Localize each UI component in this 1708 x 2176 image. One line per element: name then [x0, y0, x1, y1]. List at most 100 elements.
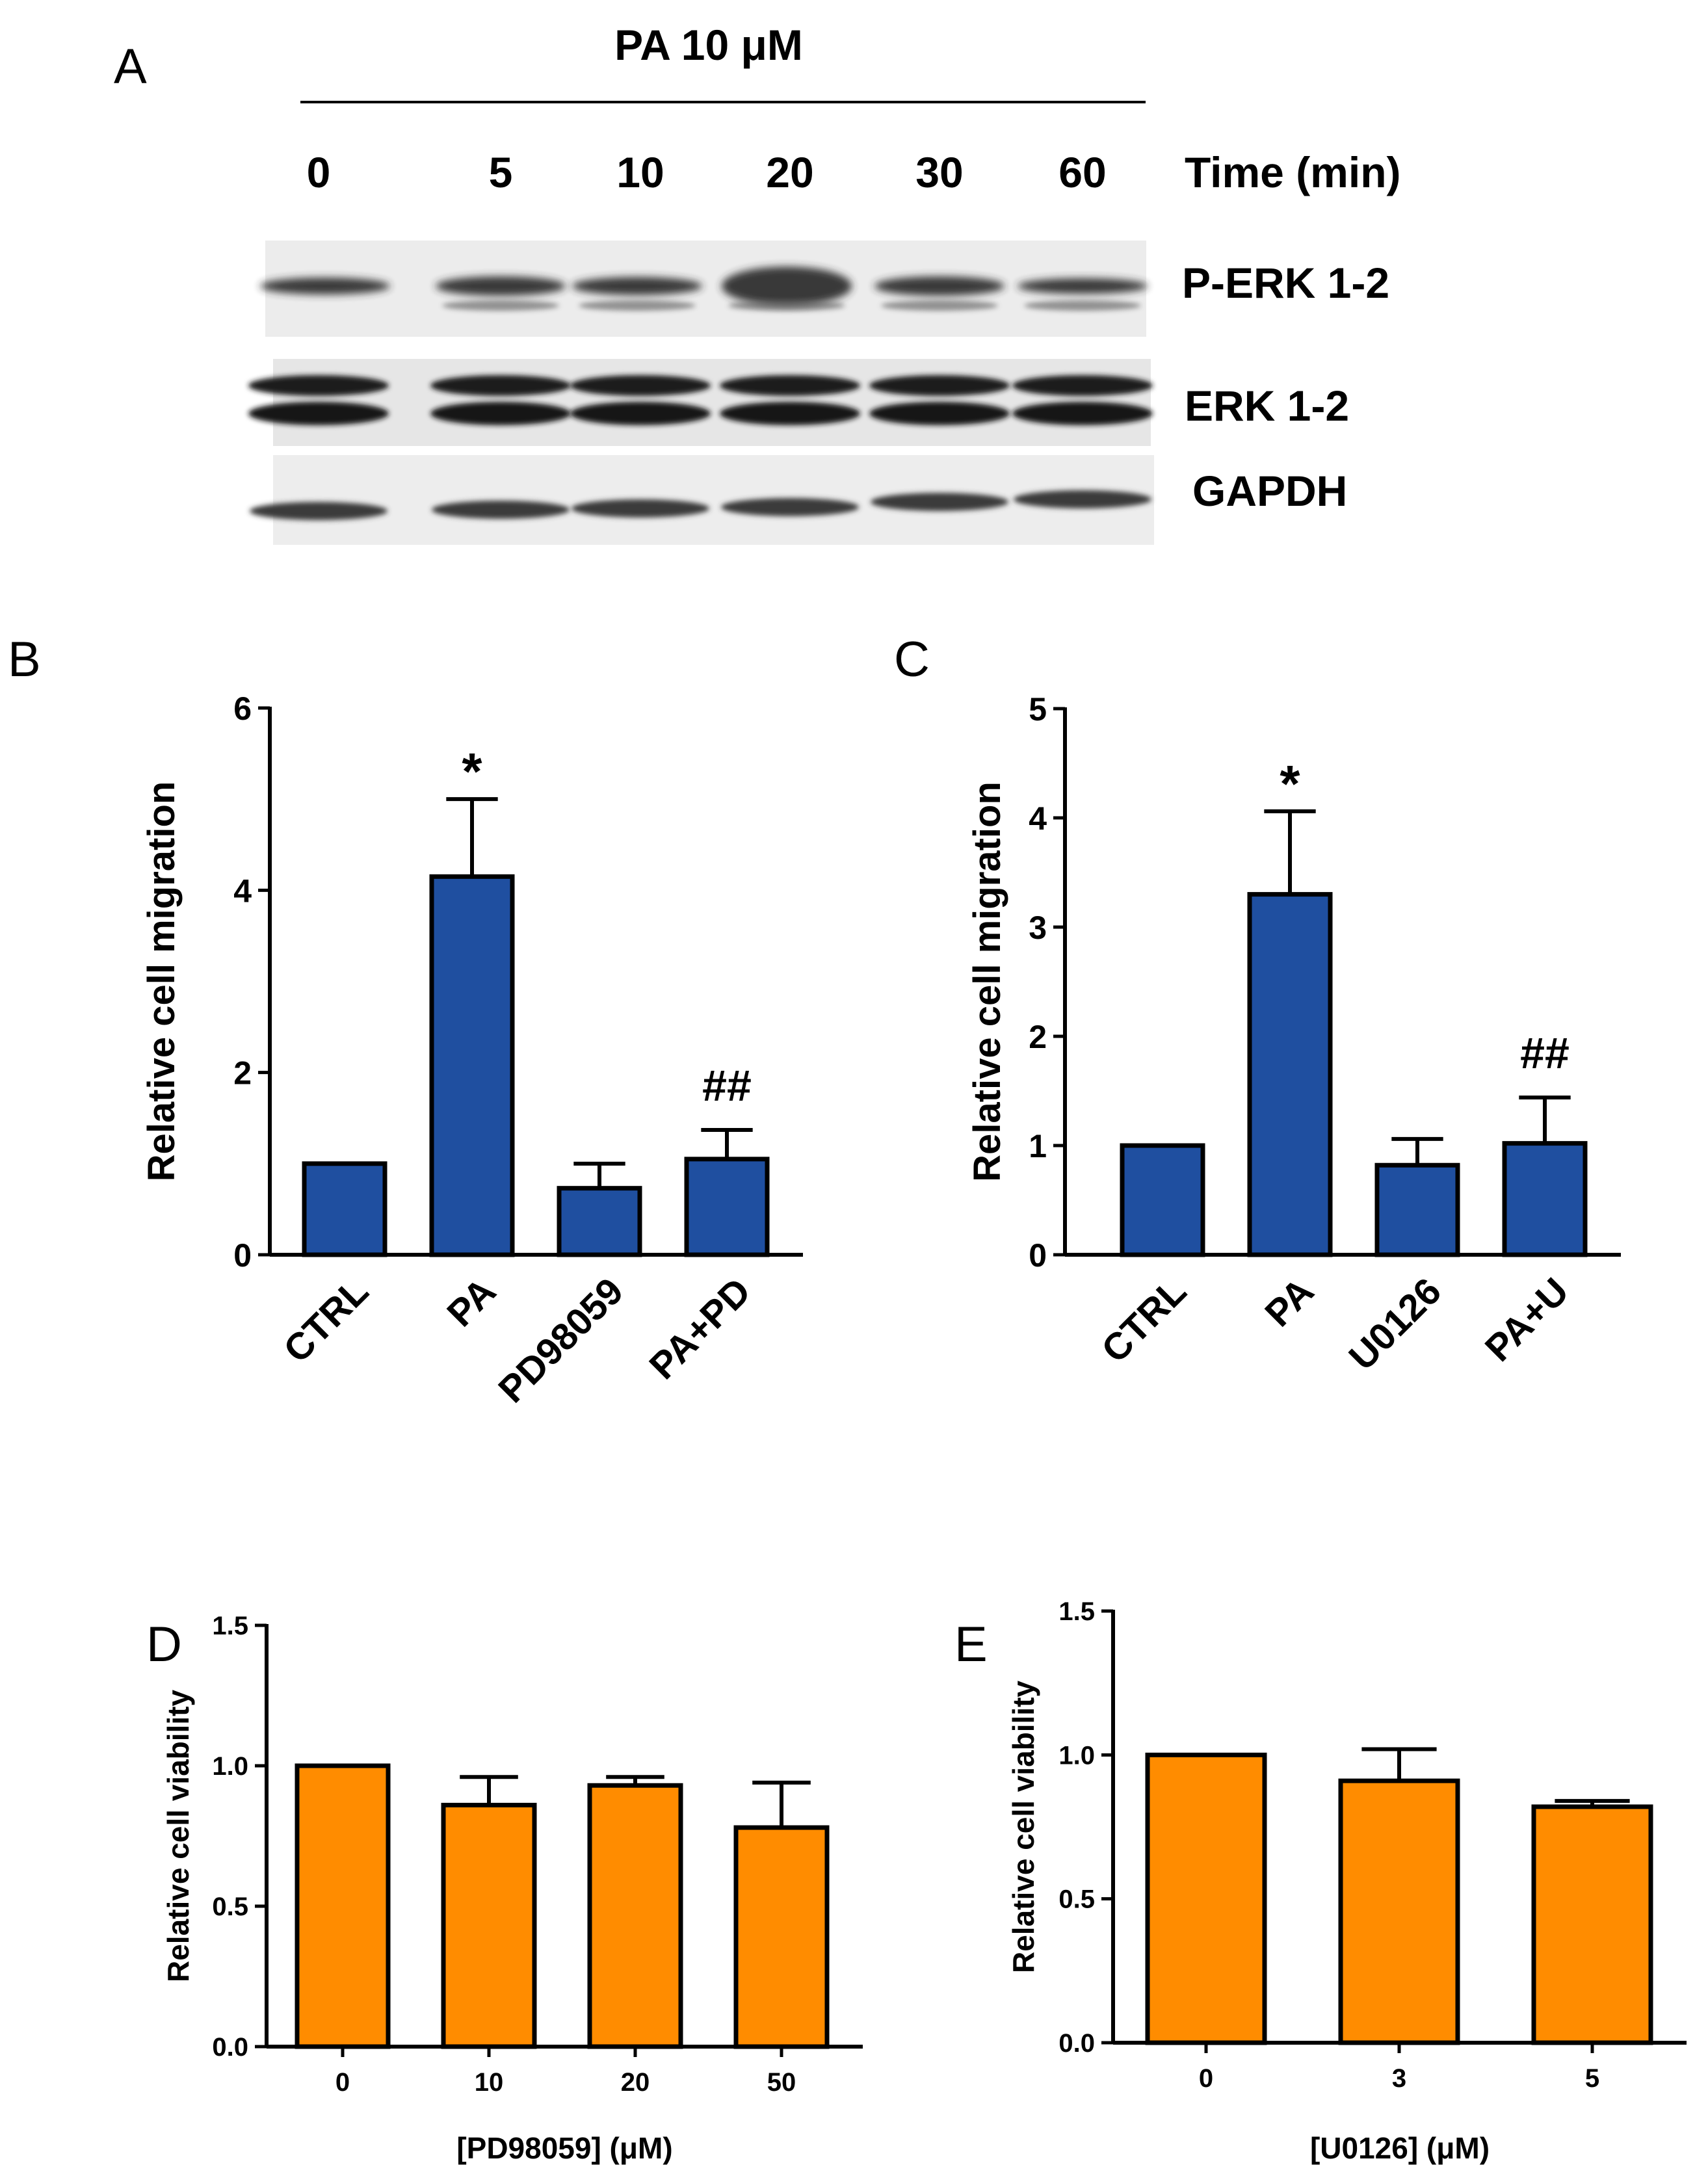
bar-d-0 — [295, 1763, 391, 2049]
band-erk2-4 — [869, 402, 1010, 425]
band-perk-upper-1 — [436, 276, 566, 296]
blot-time-0: 0 — [307, 148, 331, 196]
panel-label-c: C — [894, 632, 930, 687]
band-erk1-5 — [1012, 375, 1153, 396]
band-erk1-2 — [570, 375, 711, 396]
x-tick-label-d-3: 50 — [767, 2068, 796, 2097]
blot-treatment-label: PA 10 μM — [614, 21, 803, 69]
band-gapdh-5 — [1014, 490, 1151, 508]
blot-strip-erk — [273, 359, 1151, 446]
band-erk1-0 — [248, 375, 389, 396]
y-tick-label-d-1: 0.5 — [212, 1893, 248, 1921]
panel-label-b: B — [8, 632, 41, 687]
panel-label-e: E — [954, 1617, 988, 1672]
blot-time-60: 60 — [1058, 148, 1106, 196]
y-tick-label-e-0: 0.0 — [1058, 2029, 1095, 2058]
bar-c-0 — [1120, 1143, 1205, 1257]
y-axis-title-b: Relative cell migration — [140, 781, 183, 1182]
band-perk-upper-0 — [260, 278, 390, 295]
band-erk2-5 — [1012, 402, 1153, 425]
bar-b-3 — [684, 1157, 770, 1257]
band-perk-lower-5 — [1024, 300, 1141, 311]
band-gapdh-4 — [871, 493, 1008, 511]
y-axis-title-c: Relative cell migration — [966, 781, 1008, 1182]
bar-d-2 — [587, 1783, 683, 2049]
x-axis-title-e: [U0126] (μM) — [1310, 2131, 1490, 2165]
band-erk2-1 — [430, 402, 571, 425]
x-tick-label-d-1: 10 — [475, 2068, 504, 2097]
bar-b-0 — [302, 1161, 388, 1257]
y-tick-label-c-1: 1 — [1029, 1128, 1047, 1164]
y-tick-label-c-2: 2 — [1029, 1019, 1047, 1055]
band-gapdh-1 — [432, 501, 570, 519]
x-tick-label-e-1: 3 — [1392, 2064, 1406, 2093]
chart-c: 0 1 2 3 4 5 Relative cell migration CTRL * PA U012… — [966, 691, 1621, 1378]
band-gapdh-2 — [572, 499, 709, 518]
band-erk2-2 — [570, 402, 711, 425]
blot-time-30: 30 — [915, 148, 963, 196]
x-tick-label-c-2: U0126 — [1341, 1270, 1449, 1378]
bar-c-2 — [1374, 1162, 1460, 1257]
band-perk-lower-2 — [579, 300, 696, 311]
y-tick-label-d-3: 1.5 — [212, 1612, 248, 1640]
blot-row-label-gapdh: GAPDH — [1192, 467, 1347, 515]
bar-e-1 — [1338, 1778, 1460, 2045]
y-tick-label-c-5: 5 — [1029, 691, 1047, 728]
western-blot: PA 10 μM 0 5 10 20 30 60 Time (min) P-ERK 1-2… — [248, 21, 1400, 545]
y-tick-label-d-0: 0.0 — [212, 2033, 248, 2062]
y-tick-label-c-4: 4 — [1029, 800, 1047, 837]
y-tick-label-b-0: 0 — [233, 1237, 252, 1274]
blot-time-5: 5 — [489, 148, 513, 196]
y-tick-label-d-2: 1.0 — [212, 1752, 248, 1781]
panel-label-d: D — [146, 1617, 182, 1672]
blot-strips — [248, 241, 1154, 545]
bar-c-1 — [1247, 892, 1333, 1257]
band-perk-upper-5 — [1018, 278, 1148, 294]
chart-d: 0.0 0.5 1.0 1.5 Relative cell viability 0 10 20… — [161, 1612, 863, 2165]
x-tick-label-b-1: PA — [439, 1270, 504, 1335]
y-tick-label-e-1: 0.5 — [1058, 1885, 1095, 1914]
x-tick-label-c-1: PA — [1257, 1270, 1322, 1335]
x-tick-label-b-2: PD98059 — [490, 1270, 631, 1411]
annotation-c-1: * — [1280, 755, 1300, 813]
x-tick-label-b-0: CTRL — [276, 1270, 376, 1370]
x-tick-label-d-0: 0 — [335, 2068, 350, 2097]
band-perk-upper-2 — [572, 277, 702, 295]
y-tick-label-b-3: 6 — [233, 690, 252, 727]
y-tick-label-b-2: 4 — [233, 872, 252, 909]
annotation-b-1: * — [462, 742, 482, 800]
chart-e: 0.0 0.5 1.0 1.5 Relative cell viability 0 3 5 [U… — [1006, 1597, 1687, 2165]
bar-e-2 — [1531, 1804, 1653, 2045]
x-tick-label-e-2: 5 — [1585, 2064, 1599, 2093]
x-tick-label-c-3: PA+U — [1477, 1270, 1577, 1369]
blot-time-label: Time (min) — [1185, 148, 1400, 196]
y-tick-label-c-0: 0 — [1029, 1237, 1047, 1274]
band-erk2-3 — [720, 402, 860, 425]
band-perk-lower-4 — [881, 300, 998, 311]
x-tick-label-e-0: 0 — [1199, 2064, 1213, 2093]
chart-b: 0 2 4 6 Relative cell migration CTRL * PAPD9805… — [140, 690, 803, 1411]
blot-row-label-erk: ERK 1-2 — [1185, 382, 1349, 430]
annotation-c-3: ## — [1520, 1029, 1570, 1078]
band-erk2-0 — [248, 402, 389, 425]
y-axis-title-e: Relative cell viability — [1006, 1681, 1040, 1973]
bar-d-3 — [733, 1825, 830, 2049]
annotation-b-3: ## — [702, 1061, 752, 1110]
band-erk1-4 — [869, 375, 1010, 396]
band-perk-upper-3 — [722, 267, 852, 306]
x-tick-label-c-0: CTRL — [1094, 1270, 1194, 1370]
bar-c-3 — [1502, 1141, 1588, 1257]
band-perk-lower-1 — [442, 300, 559, 311]
y-axis-title-d: Relative cell viability — [161, 1690, 195, 1982]
blot-strip-perk — [265, 241, 1146, 337]
blot-time-10: 10 — [616, 148, 664, 196]
bar-b-2 — [557, 1186, 642, 1257]
bar-d-1 — [441, 1802, 537, 2049]
blot-time-20: 20 — [766, 148, 813, 196]
bar-e-0 — [1145, 1752, 1267, 2045]
y-tick-label-b-1: 2 — [233, 1055, 252, 1092]
y-tick-label-e-2: 1.0 — [1058, 1741, 1095, 1770]
band-perk-lower-3 — [728, 300, 845, 311]
band-erk1-3 — [720, 375, 860, 396]
